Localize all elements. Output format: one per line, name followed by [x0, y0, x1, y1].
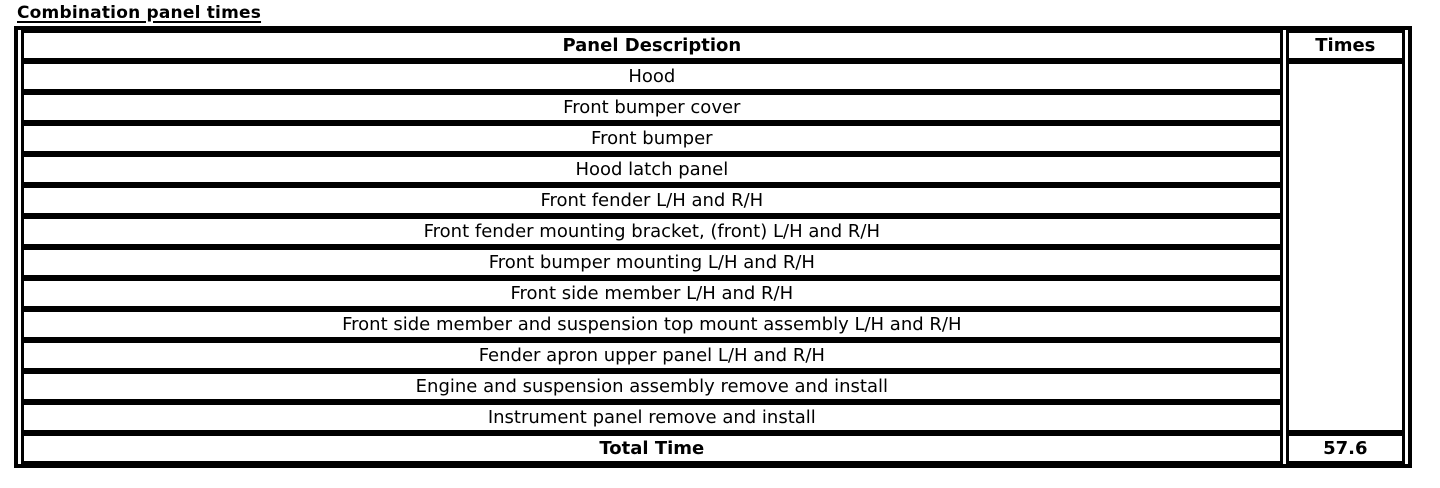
page-title: Combination panel times — [17, 3, 262, 23]
table-row: Hood latch panel — [21, 154, 1405, 185]
total-time-value: 57.6 — [1285, 433, 1405, 464]
column-header-panel-description: Panel Description — [21, 30, 1283, 61]
total-time-label: Total Time — [21, 433, 1283, 464]
total-row: Total Time 57.6 — [21, 433, 1405, 464]
panel-description-cell: Front fender mounting bracket, (front) L… — [21, 216, 1283, 247]
table-row: Engine and suspension assembly remove an… — [21, 371, 1405, 402]
table-row: Hood — [21, 61, 1405, 433]
panel-description-cell: Front bumper mounting L/H and R/H — [21, 247, 1283, 278]
table-row: Front side member and suspension top mou… — [21, 309, 1405, 340]
panel-description-cell: Hood — [21, 61, 1283, 92]
panel-description-cell: Front fender L/H and R/H — [21, 185, 1283, 216]
panel-description-cell: Fender apron upper panel L/H and R/H — [21, 340, 1283, 371]
panel-description-cell: Instrument panel remove and install — [21, 402, 1283, 433]
table-row: Front side member L/H and R/H — [21, 278, 1405, 309]
panel-description-cell: Front bumper — [21, 123, 1283, 154]
table-row: Instrument panel remove and install — [21, 402, 1405, 433]
times-merged-empty-cell — [1285, 61, 1405, 433]
panel-description-cell: Front side member and suspension top mou… — [21, 309, 1283, 340]
table-row: Front fender mounting bracket, (front) L… — [21, 216, 1405, 247]
column-header-times: Times — [1285, 30, 1405, 61]
combination-panel-times-table: Panel Description Times Hood Front bumpe… — [14, 26, 1412, 468]
table-row: Front fender L/H and R/H — [21, 185, 1405, 216]
table-row: Front bumper cover — [21, 92, 1405, 123]
panel-description-cell: Front side member L/H and R/H — [21, 278, 1283, 309]
table-row: Fender apron upper panel L/H and R/H — [21, 340, 1405, 371]
table-row: Front bumper — [21, 123, 1405, 154]
panel-description-cell: Hood latch panel — [21, 154, 1283, 185]
panel-description-cell: Engine and suspension assembly remove an… — [21, 371, 1283, 402]
panel-description-cell: Front bumper cover — [21, 92, 1283, 123]
header-row: Panel Description Times — [21, 30, 1405, 61]
table-row: Front bumper mounting L/H and R/H — [21, 247, 1405, 278]
